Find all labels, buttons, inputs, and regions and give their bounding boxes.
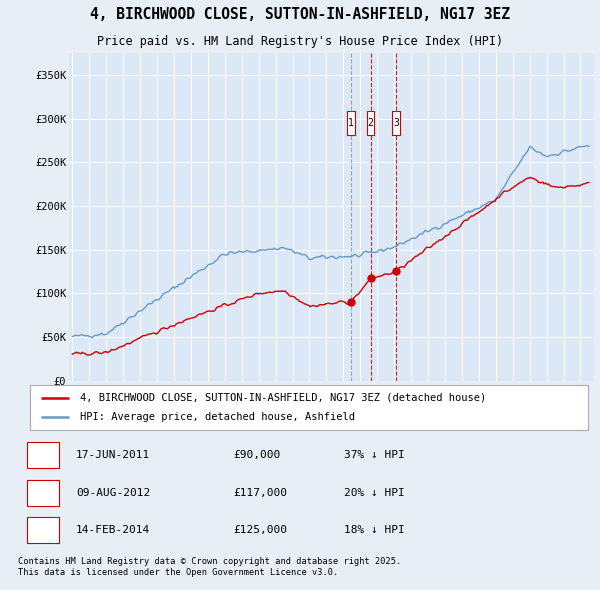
Bar — [26, 480, 59, 506]
Text: 3: 3 — [393, 118, 399, 128]
Text: 1: 1 — [39, 450, 46, 460]
Text: Price paid vs. HM Land Registry's House Price Index (HPI): Price paid vs. HM Land Registry's House … — [97, 35, 503, 48]
Text: 4, BIRCHWOOD CLOSE, SUTTON-IN-ASHFIELD, NG17 3EZ (detached house): 4, BIRCHWOOD CLOSE, SUTTON-IN-ASHFIELD, … — [80, 393, 487, 402]
Text: £117,000: £117,000 — [233, 488, 287, 497]
Text: HPI: Average price, detached house, Ashfield: HPI: Average price, detached house, Ashf… — [80, 412, 355, 422]
Bar — [347, 111, 355, 135]
Text: 14-FEB-2014: 14-FEB-2014 — [76, 526, 150, 535]
Text: 1: 1 — [348, 118, 354, 128]
Text: £125,000: £125,000 — [233, 526, 287, 535]
Bar — [26, 517, 59, 543]
Text: 37% ↓ HPI: 37% ↓ HPI — [344, 450, 404, 460]
Text: £90,000: £90,000 — [233, 450, 280, 460]
Text: 20% ↓ HPI: 20% ↓ HPI — [344, 488, 404, 497]
Text: 17-JUN-2011: 17-JUN-2011 — [76, 450, 150, 460]
Bar — [392, 111, 400, 135]
Bar — [26, 442, 59, 468]
Text: 2: 2 — [39, 488, 46, 497]
Text: 4, BIRCHWOOD CLOSE, SUTTON-IN-ASHFIELD, NG17 3EZ: 4, BIRCHWOOD CLOSE, SUTTON-IN-ASHFIELD, … — [90, 6, 510, 22]
Text: 18% ↓ HPI: 18% ↓ HPI — [344, 526, 404, 535]
Text: 2: 2 — [368, 118, 374, 128]
Bar — [367, 111, 374, 135]
Text: Contains HM Land Registry data © Crown copyright and database right 2025.
This d: Contains HM Land Registry data © Crown c… — [18, 558, 401, 577]
Text: 09-AUG-2012: 09-AUG-2012 — [76, 488, 150, 497]
Text: 3: 3 — [39, 526, 46, 535]
